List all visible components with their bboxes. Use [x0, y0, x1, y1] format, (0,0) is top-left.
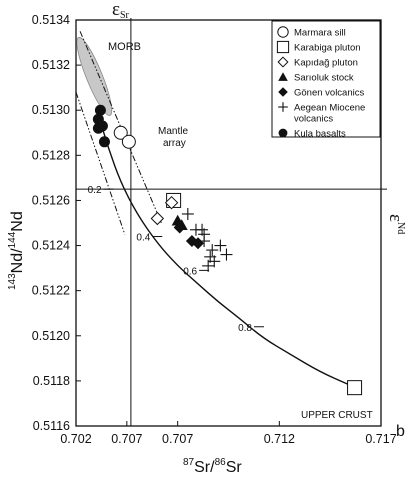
y-tick-label: 0.5126 — [32, 193, 70, 207]
y-tick-label: 0.5128 — [32, 148, 70, 162]
y-tick-label: 0.5122 — [32, 284, 70, 298]
y-axis-title: 143Nd/144Nd — [7, 211, 26, 290]
point-kula-basalts — [93, 123, 104, 134]
epsilon-sr-label: εSr — [112, 0, 130, 21]
y-tick-label: 0.5130 — [32, 103, 70, 117]
point-aegean-miocene-volcanics — [220, 249, 232, 261]
y-tick-label: 0.5134 — [32, 13, 70, 27]
y-tick-label: 0.5132 — [32, 58, 70, 72]
point-kula-basalts — [99, 136, 110, 147]
point-karabiga-pluton — [348, 381, 362, 395]
legend-label: Marmara sill — [294, 28, 346, 39]
legend: Marmara sill Karabiga pluton Kapıdağ pluto… — [272, 21, 380, 140]
point-kap-da-pluton — [151, 212, 163, 224]
x-tick-label: 0.702 — [60, 432, 91, 446]
data-points — [93, 105, 362, 395]
point-aegean-miocene-volcanics — [182, 208, 194, 220]
legend-marker — [278, 27, 288, 37]
x-tick-label: 0.707 — [162, 432, 193, 446]
mixing-tick-label: 0.6 — [183, 266, 197, 277]
mixing-curve-line — [98, 115, 350, 386]
mantle-array-label-line2: array — [163, 138, 186, 149]
x-axis-title: 87Sr/86Sr — [183, 457, 242, 476]
upper-crust-label: UPPER CRUST — [301, 410, 373, 421]
y-tick-label: 0.5116 — [33, 419, 70, 433]
legend-label: Aegean Miocene — [294, 103, 365, 114]
epsilon-nd-label: εNd — [385, 214, 406, 234]
mixing-tick-label: 0.8 — [238, 323, 252, 334]
legend-label: Kapıdağ pluton — [294, 58, 358, 69]
mixing-tick-label: 0.4 — [136, 233, 150, 244]
x-tick-label: 0.717 — [365, 432, 396, 446]
legend-marker — [277, 41, 288, 52]
legend-label: Karabiga pluton — [294, 43, 361, 54]
legend-marker — [279, 129, 288, 138]
mantle-array-label-line1: Mantle — [158, 126, 188, 137]
point-marmara-sill — [122, 135, 135, 148]
x-tick-label: 0.712 — [264, 432, 295, 446]
mixing-curve: 0.2 0.4 0.6 0.8 — [88, 115, 351, 386]
panel-letter: b — [396, 423, 405, 440]
legend-label: volcanics — [294, 114, 333, 125]
y-tick-label: 0.5124 — [32, 239, 70, 253]
y-tick-label: 0.5118 — [33, 374, 70, 388]
legend-label: Kula basalts — [294, 129, 346, 140]
x-tick-label: 0.707 — [111, 432, 142, 446]
morb-label: MORB — [108, 41, 141, 53]
mixing-tick-label: 0.2 — [88, 185, 102, 196]
y-tick-label: 0.5120 — [32, 329, 70, 343]
legend-label: Gönen volcanics — [294, 88, 364, 99]
legend-label: Sarıoluk stock — [294, 73, 354, 84]
